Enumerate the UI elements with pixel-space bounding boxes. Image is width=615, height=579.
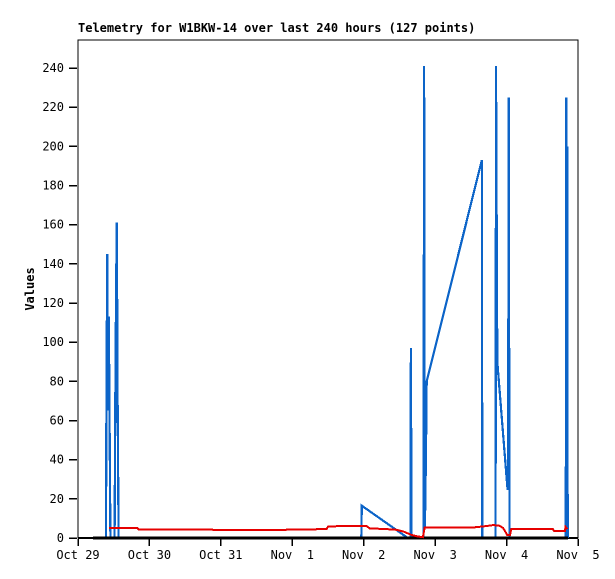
y-tick-label: 240 [42,61,64,75]
y-tick-label: 140 [42,257,64,271]
x-tick-label: Nov 1 [271,548,314,562]
y-tick-label: 40 [50,453,64,467]
x-tick-label: Nov 4 [485,548,528,562]
y-tick-label: 200 [42,139,64,153]
y-tick-label: 100 [42,335,64,349]
y-tick-label: 180 [42,179,64,193]
telemetry-channel-blue-line [104,65,569,540]
x-tick-label: Nov 5 [556,548,599,562]
y-tick-label: 0 [57,531,64,545]
x-tick-label: Oct 29 [56,548,99,562]
telemetry-channel-red-line [109,524,569,539]
x-tick-label: Oct 30 [128,548,171,562]
y-tick-label: 220 [42,100,64,114]
x-tick-label: Nov 2 [342,548,385,562]
y-tick-label: 80 [50,374,64,388]
plot-border [77,39,579,539]
x-tick-label: Nov 3 [413,548,456,562]
y-tick-label: 60 [50,414,64,428]
x-tick-label: Oct 31 [199,548,242,562]
y-tick-label: 160 [42,218,64,232]
y-tick-label: 20 [50,492,64,506]
chart-title: Telemetry for W1BKW-14 over last 240 hou… [78,21,476,35]
y-tick-label: 120 [42,296,64,310]
